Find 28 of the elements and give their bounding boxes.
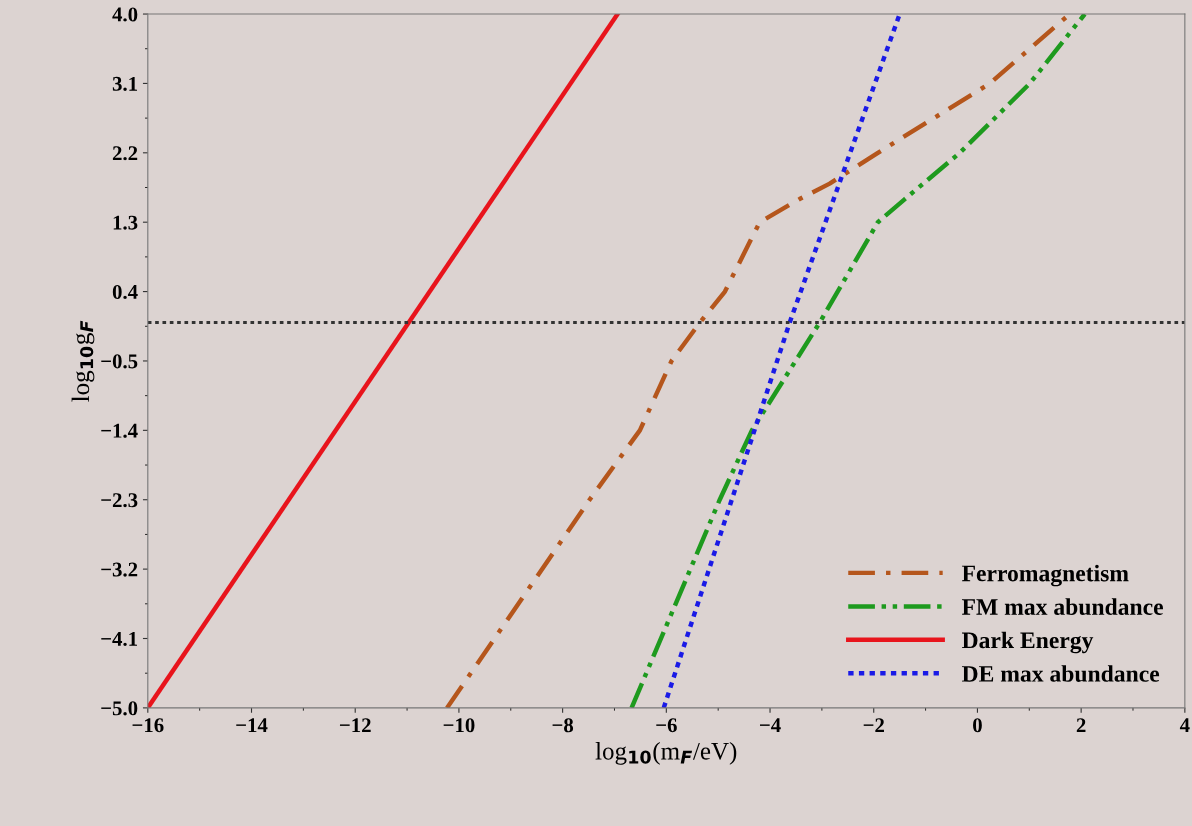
y-tick-label: 3.1: [112, 76, 138, 91]
y-tick-label: −1.4: [101, 423, 138, 438]
legend-label: DE max abundance: [962, 665, 1160, 682]
x-tick-label: −2: [863, 718, 884, 733]
x-tick-label: 4: [1179, 718, 1190, 733]
y-tick-label: 0.4: [112, 284, 138, 300]
legend-label: Ferromagnetism: [961, 564, 1129, 587]
x-tick-label: 2: [1076, 718, 1086, 733]
legend-label: Dark Energy: [962, 631, 1094, 654]
y-tick-label: −2.3: [101, 493, 138, 508]
x-tick-label: −12: [339, 718, 371, 733]
y-tick-label: 1.3: [113, 215, 138, 230]
x-tick-label: −14: [236, 718, 268, 733]
legend-label: FM max abundance: [961, 598, 1163, 615]
y-tick-label: −3.2: [101, 562, 138, 577]
x-tick-label: −10: [443, 718, 475, 733]
x-tick-label: 0: [973, 718, 982, 733]
x-axis-title: log$_{10}$(m$_{F}$/eV): [595, 742, 737, 765]
x-tick-label: −4: [759, 718, 781, 733]
y-tick-label: −4.1: [101, 631, 138, 647]
x-tick-label: −8: [552, 718, 574, 733]
y-tick-label: −0.5: [101, 354, 138, 369]
y-axis-title: log$_{10}$g$_{F}$: [71, 320, 95, 402]
x-tick-label: −6: [656, 718, 677, 733]
y-tick-label: −5.0: [101, 701, 138, 716]
x-tick-label: −16: [132, 718, 164, 733]
y-tick-label: 2.2: [112, 146, 138, 161]
y-tick-label: 4.0: [112, 7, 138, 22]
